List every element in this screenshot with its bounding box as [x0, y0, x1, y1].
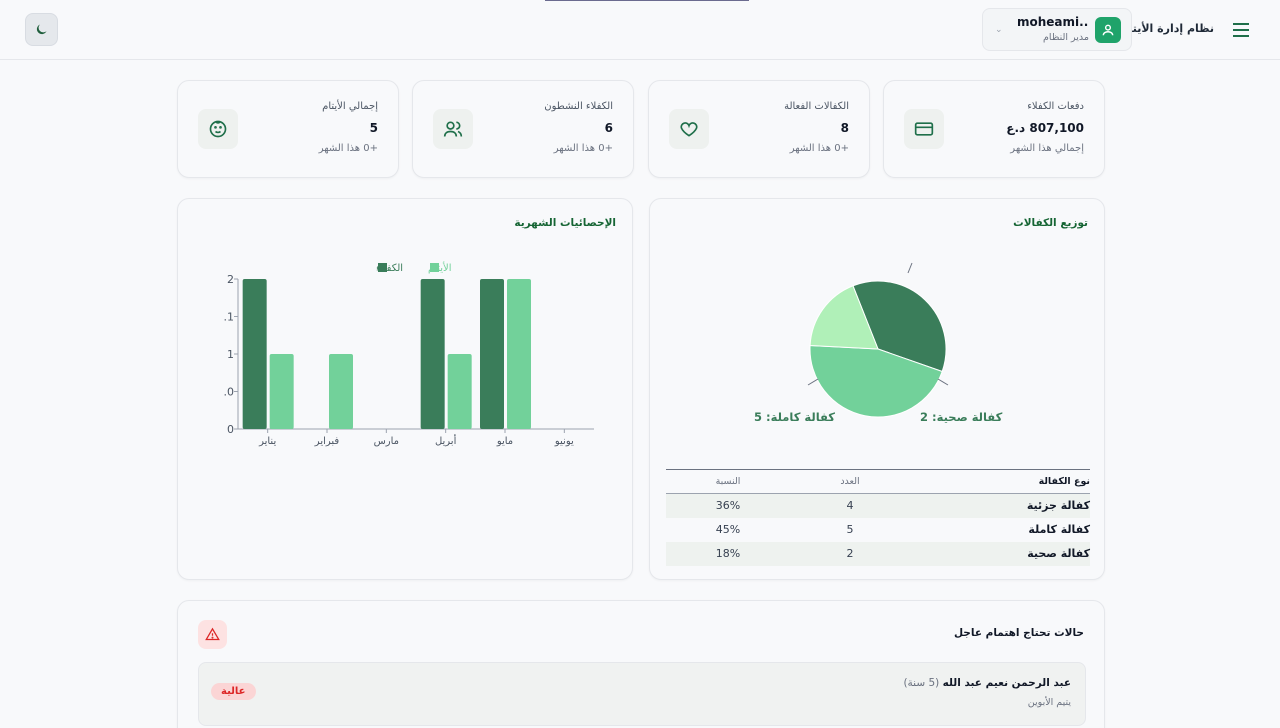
stat-label: إجمالي الأيتام [322, 101, 378, 112]
stat-label: دفعات الكفلاء [1027, 101, 1084, 112]
user-name: moheami... [1017, 15, 1089, 29]
theme-toggle-button[interactable] [25, 13, 58, 46]
table-row: كفالة جزئية 4 36% [666, 493, 1090, 518]
y-tick-label: 0 [227, 423, 234, 436]
cell-type: كفالة كاملة [1028, 523, 1090, 536]
users-icon [433, 109, 473, 149]
bar-orphans [329, 354, 353, 429]
stat-card-total-orphans: إجمالي الأيتام 5 +0 هذا الشهر [177, 80, 399, 178]
distribution-pie-chart [807, 262, 949, 418]
table-header-type: نوع الكفالة [910, 469, 1090, 494]
user-role: مدير النظام [1043, 32, 1089, 43]
pie-slice [852, 280, 947, 373]
bar-sponsors [242, 279, 267, 429]
pie-slice [809, 344, 943, 418]
bar-orphans [269, 354, 294, 429]
stat-value: 6 [604, 121, 613, 135]
urgent-cases-card: حالات تحتاج اهتمام عاجل عبد الرحمن نعيم … [177, 600, 1105, 728]
credit-card-icon [904, 109, 944, 149]
user-menu[interactable]: moheami... مدير النظام ⌄ [982, 8, 1132, 51]
distribution-card: توزيع الكفالات كفالة كاملة: 5 كفالة صحية… [649, 198, 1105, 580]
cell-type: كفالة صحية [910, 541, 1090, 566]
x-tick-label: أبريل [435, 434, 457, 447]
stat-subtext: إجمالي هذا الشهر [1010, 143, 1084, 154]
stat-value: 5 [369, 121, 378, 135]
cell-count: 2 [790, 541, 910, 566]
pie-label-full: كفالة كاملة: 5 [754, 410, 835, 424]
top-bar: نظام إدارة الأيتام moheami... مدير النظا… [0, 0, 1280, 60]
chevron-down-icon: ⌄ [995, 25, 1003, 35]
monthly-title: الإحصائيات الشهرية [514, 217, 616, 229]
case-status: يتيم الأبوين [1027, 697, 1071, 708]
stat-subtext: +0 هذا الشهر [318, 143, 378, 154]
heart-icon [669, 109, 709, 149]
pie-slice [809, 285, 879, 350]
stat-label: الكفالات الفعالة [784, 101, 849, 112]
pie-leader-line [907, 262, 913, 274]
cell-type: كفالة جزئية [910, 493, 1090, 518]
bar-sponsors [480, 279, 504, 429]
cell-pct: 36% [666, 493, 790, 518]
stat-subtext: +0 هذا الشهر [789, 143, 849, 154]
cell-count: 4 [790, 493, 910, 518]
legend-swatch [430, 263, 439, 272]
top-accent-line [545, 0, 749, 1]
cell-pct: 18% [666, 541, 790, 566]
x-tick-label: يونيو [554, 436, 574, 447]
stat-value: 8 [840, 121, 849, 135]
stat-card-active-sponsors: الكفلاء النشطون 6 +0 هذا الشهر [412, 80, 634, 178]
monthly-stats-card: الإحصائيات الشهرية 0 0. 1 1. 2 يناير فبراير مار… [177, 198, 633, 580]
bar-orphans [447, 354, 472, 429]
alert-triangle-icon [198, 620, 227, 649]
baby-face-icon [198, 109, 238, 149]
menu-icon-line [1233, 29, 1249, 31]
pie-leader-line [807, 378, 819, 386]
x-tick-label: يناير [258, 436, 276, 447]
stat-card-payments: دفعات الكفلاء 807,100 د.ع إجمالي هذا الش… [883, 80, 1105, 178]
cell-count: 5 [846, 523, 854, 536]
y-tick-label: 0. [224, 386, 235, 399]
legend-swatch [378, 263, 387, 272]
stat-value: 807,100 د.ع [1006, 121, 1084, 135]
table-row: كفالة كاملة 5 45% [666, 518, 1090, 542]
pie-label-health: كفالة صحية: 2 [920, 410, 1003, 424]
table-header-count: العدد [790, 469, 910, 494]
urgent-title: حالات تحتاج اهتمام عاجل [953, 627, 1084, 639]
case-name: عبد الرحمن نعيم عبد الله [942, 677, 1071, 689]
monthly-bar-chart: 0 0. 1 1. 2 يناير فبراير مارس أبريل مايو يونيو الكف… [224, 261, 594, 447]
table-header-pct: النسبة [666, 469, 790, 494]
user-avatar-icon [1095, 17, 1121, 43]
x-tick-label: فبراير [314, 436, 340, 447]
priority-badge: عالية [211, 683, 256, 700]
bar-sponsors [420, 279, 445, 429]
stat-card-active-sponsorships: الكفالات الفعالة 8 +0 هذا الشهر [648, 80, 870, 178]
stat-subtext: +0 هذا الشهر [553, 143, 613, 154]
menu-icon-line [1233, 35, 1249, 37]
x-tick-label: مايو [496, 436, 513, 447]
bar-orphans [507, 279, 531, 429]
menu-icon-line [1233, 23, 1249, 25]
stat-label: الكفلاء النشطون [544, 101, 613, 112]
distribution-table: نوع الكفالة العدد النسبة كفالة جزئية 4 3… [666, 469, 1090, 566]
distribution-title: توزيع الكفالات [1013, 217, 1088, 229]
menu-button[interactable] [1230, 19, 1252, 41]
y-tick-label: 1. [224, 311, 235, 324]
table-row: كفالة صحية 2 18% [666, 541, 1090, 566]
legend-label: الكفلاء [376, 263, 403, 274]
cell-pct: 45% [715, 523, 741, 536]
urgent-case-row[interactable]: عبد الرحمن نعيم عبد الله (5 سنة) يتيم ال… [198, 662, 1086, 726]
x-tick-label: مارس [374, 436, 399, 447]
pie-leader-line [937, 378, 949, 386]
y-tick-label: 1 [227, 348, 234, 361]
legend-label: الأيتام [428, 261, 452, 274]
y-tick-label: 2 [227, 273, 234, 286]
case-age: (5 سنة) [903, 677, 940, 689]
moon-icon [36, 24, 47, 35]
app-title: نظام إدارة الأيتام [1120, 22, 1214, 35]
